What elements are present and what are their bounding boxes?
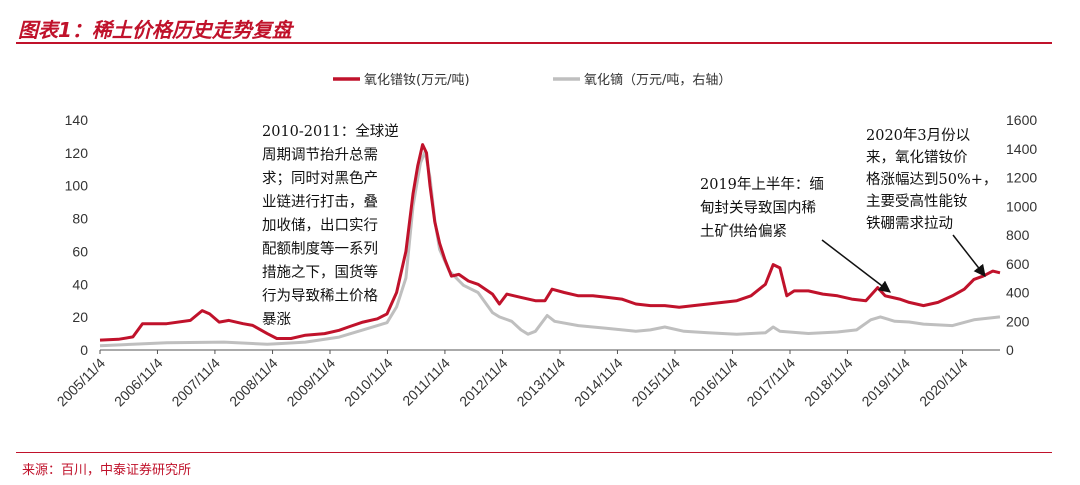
price-chart: 0204060801001201400200400600800100012001… [53, 72, 1037, 410]
x-tick-label: 2010/11/4 [341, 355, 396, 410]
annotation-line: 土矿供给偏紧 [700, 223, 787, 240]
x-tick-label: 2016/11/4 [686, 355, 741, 410]
source-note: 来源：百川，中泰证券研究所 [22, 463, 192, 478]
left-y-tick-label: 40 [72, 276, 88, 292]
left-y-tick-label: 60 [72, 243, 88, 259]
annotation-line: 加收储，出口实行 [262, 217, 378, 234]
right-y-tick-label: 400 [1006, 285, 1030, 301]
footer-divider [16, 452, 1052, 453]
annotation-line: 配额制度等一系列 [262, 240, 378, 258]
x-tick-label: 2020/11/4 [916, 355, 971, 410]
annotation-line: 2010-2011：全球逆 [262, 122, 399, 140]
left-y-tick-label: 140 [65, 112, 89, 128]
annotations-layer: 2010-2011：全球逆周期调节抬升总需求；同时对黑色产业链进行打击，叠加收储… [262, 122, 997, 328]
annotation-arrow-2019 [821, 239, 891, 293]
series-layer [99, 143, 1001, 348]
x-tick-label: 2012/11/4 [456, 355, 511, 410]
right-y-tick-label: 0 [1006, 342, 1014, 358]
annotation-line: 行为导致稀土价格 [262, 288, 378, 305]
left-y-tick-label: 120 [65, 145, 89, 161]
series-line-dysprosium [99, 150, 1001, 348]
right-y-tick-label: 1400 [1006, 141, 1037, 157]
x-tick-label: 2009/11/4 [283, 355, 338, 410]
x-tick-label: 2018/11/4 [801, 355, 856, 410]
annotation-arrow-2020 [952, 234, 986, 277]
page-title: 图表1：稀土价格历史走势复盘 [18, 18, 292, 42]
left-y-tick-label: 20 [72, 309, 88, 325]
x-tick-label: 2019/11/4 [858, 355, 913, 410]
x-tick-label: 2015/11/4 [628, 355, 683, 410]
x-tick-label: 2013/11/4 [513, 355, 568, 410]
annotation-line: 暴涨 [262, 311, 291, 328]
annotation-line: 周期调节抬升总需 [262, 147, 378, 164]
right-y-tick-label: 600 [1006, 256, 1030, 272]
annotation-line: 甸封关导致国内稀 [700, 200, 816, 217]
x-tick-label: 2014/11/4 [571, 355, 626, 410]
x-tick-label: 2006/11/4 [111, 355, 166, 410]
series-line-praseodymium-neodymium [99, 143, 1001, 342]
right-y-tick-label: 1600 [1006, 112, 1037, 128]
annotation-line: 业链进行打击，叠 [262, 194, 378, 211]
left-y-tick-label: 100 [65, 178, 89, 194]
left-y-tick-label: 0 [80, 342, 88, 358]
x-tick-label: 2005/11/4 [53, 355, 108, 410]
x-tick-label: 2011/11/4 [399, 355, 453, 409]
right-y-tick-label: 1200 [1006, 170, 1037, 186]
left-y-tick-label: 80 [72, 211, 88, 227]
title-underline [16, 8, 1052, 44]
legend: 氧化镨钕(万元/吨) 氧化镝（万元/吨，右轴） [333, 72, 731, 88]
annotation-line: 2019年上半年：缅 [700, 176, 824, 193]
annotation-line: 求；同时对黑色产 [262, 170, 378, 187]
annotation-line: 措施之下，国货等 [262, 263, 378, 281]
right-y-tick-label: 200 [1006, 313, 1030, 329]
x-tick-label: 2008/11/4 [226, 355, 281, 410]
right-y-tick-label: 1000 [1006, 198, 1037, 214]
annotation-line: 主要受高性能钕 [866, 193, 968, 210]
annotation-line: 铁硼需求拉动 [866, 215, 953, 232]
right-y-tick-label: 800 [1006, 227, 1030, 243]
annotation-line: 2020年3月份以 [866, 127, 970, 144]
x-tick-label: 2017/11/4 [743, 355, 798, 410]
annotation-block: 2010-2011：全球逆周期调节抬升总需求；同时对黑色产业链进行打击，叠加收储… [262, 122, 399, 328]
legend-label-dysprosium: 氧化镝（万元/吨，右轴） [584, 72, 731, 88]
x-tick-label: 2007/11/4 [168, 355, 223, 410]
legend-label-praseodymium-neodymium: 氧化镨钕(万元/吨) [364, 72, 470, 88]
annotation-line: 来，氧化镨钕价 [866, 149, 968, 166]
annotation-line: 格涨幅达到50%+， [866, 171, 997, 188]
